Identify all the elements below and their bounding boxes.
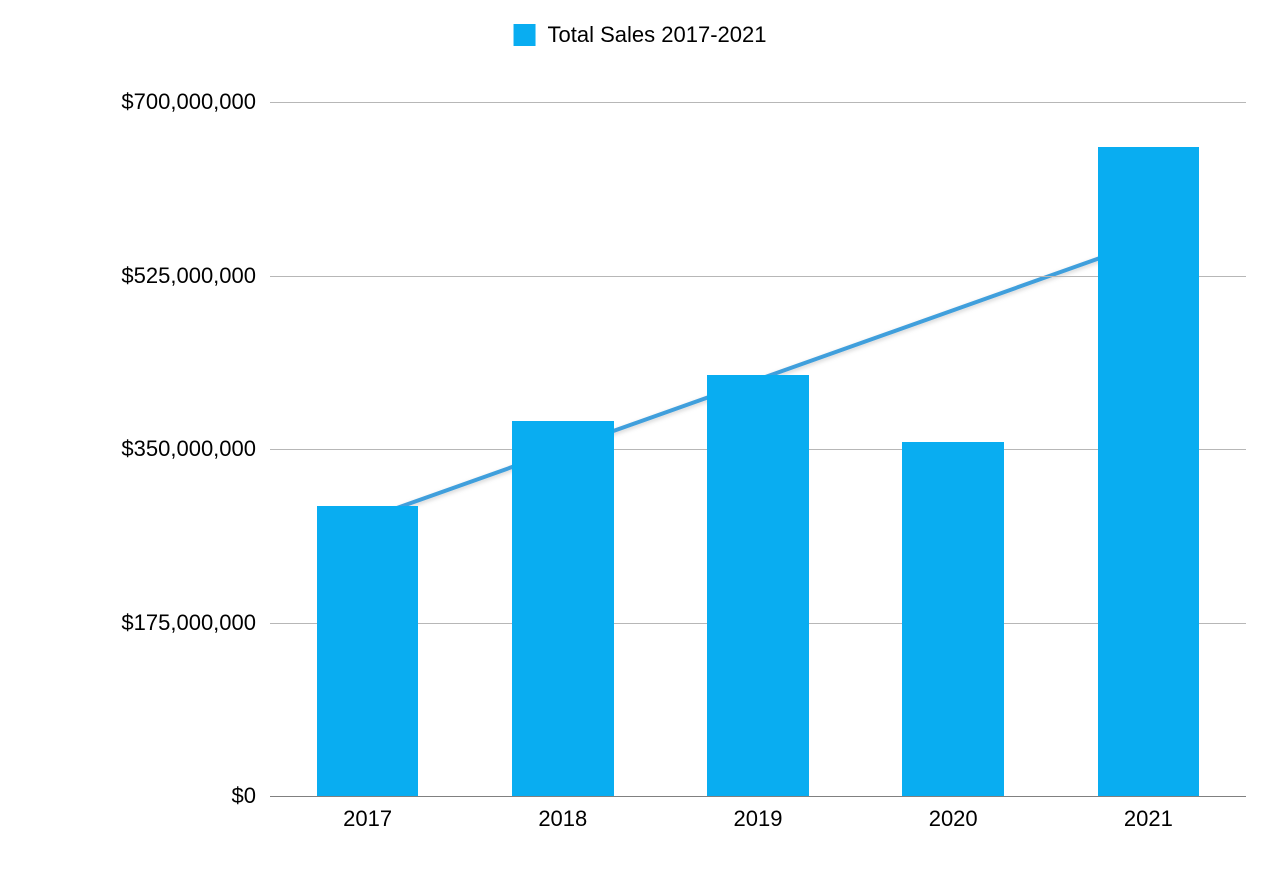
- legend-label: Total Sales 2017-2021: [548, 22, 767, 48]
- bar: [512, 421, 614, 796]
- x-axis-label: 2021: [1124, 796, 1173, 832]
- y-axis-label: $175,000,000: [121, 610, 270, 636]
- x-axis-label: 2019: [734, 796, 783, 832]
- x-axis-label: 2020: [929, 796, 978, 832]
- y-axis-label: $700,000,000: [121, 89, 270, 115]
- bar: [317, 506, 419, 796]
- y-axis-label: $350,000,000: [121, 436, 270, 462]
- bar: [1098, 147, 1200, 796]
- x-axis-label: 2017: [343, 796, 392, 832]
- bar: [707, 375, 809, 796]
- chart-legend: Total Sales 2017-2021: [514, 22, 767, 48]
- y-axis-label: $0: [232, 783, 270, 809]
- y-axis-label: $525,000,000: [121, 263, 270, 289]
- sales-bar-chart: Total Sales 2017-2021 $0$175,000,000$350…: [0, 0, 1280, 876]
- legend-swatch: [514, 24, 536, 46]
- x-axis-label: 2018: [538, 796, 587, 832]
- chart-plot-area: $0$175,000,000$350,000,000$525,000,000$7…: [270, 102, 1246, 796]
- gridline: [270, 102, 1246, 103]
- bar: [902, 442, 1004, 796]
